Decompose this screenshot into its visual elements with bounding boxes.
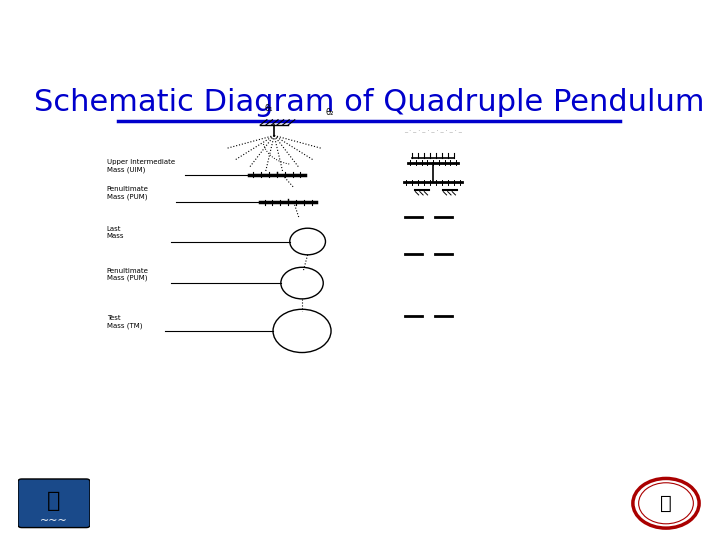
Text: θ₁: θ₁ xyxy=(264,104,273,112)
FancyBboxPatch shape xyxy=(18,479,90,528)
Text: ~~~: ~~~ xyxy=(40,516,68,525)
Text: Schematic Diagram of Quadruple Pendulum: Schematic Diagram of Quadruple Pendulum xyxy=(34,87,704,117)
Text: Penultimate
Mass (PUM): Penultimate Mass (PUM) xyxy=(107,267,148,281)
Text: Penultimate
Mass (PUM): Penultimate Mass (PUM) xyxy=(107,186,148,200)
Text: 🌲: 🌲 xyxy=(660,494,672,513)
Text: Last
Mass: Last Mass xyxy=(107,226,125,239)
Text: _ . _ . _ . _ . _ . _ . _: _ . _ . _ . _ . _ . _ . _ xyxy=(404,128,462,133)
Text: Test
Mass (TM): Test Mass (TM) xyxy=(107,315,143,329)
Text: Upper Intermediate
Mass (UIM): Upper Intermediate Mass (UIM) xyxy=(107,159,175,173)
Text: 🌍: 🌍 xyxy=(48,490,60,511)
Text: θ₂: θ₂ xyxy=(325,107,334,117)
